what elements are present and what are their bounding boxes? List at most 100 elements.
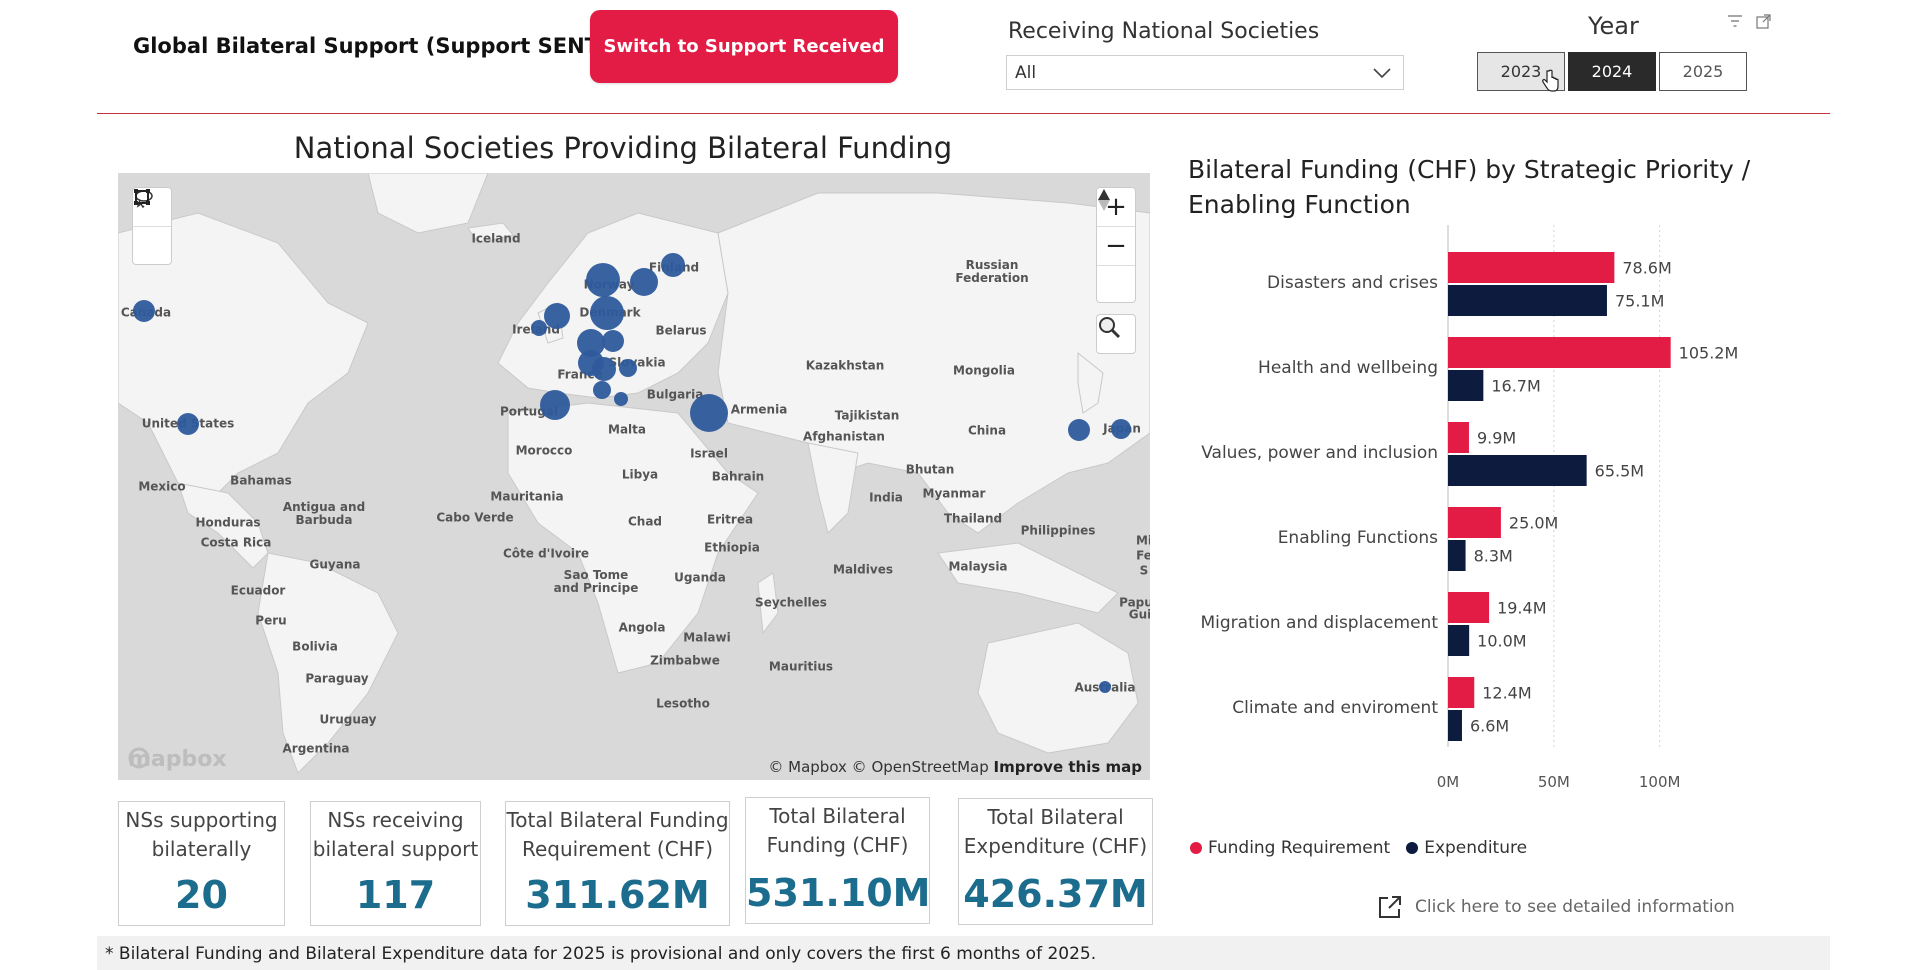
map-bubble-canada[interactable] [133, 300, 155, 322]
data-label: 25.0M [1509, 514, 1558, 533]
map-country-label: Philippines [1020, 523, 1096, 538]
map-bubble-korea[interactable] [1068, 419, 1090, 441]
compass-icon[interactable] [1097, 189, 1135, 304]
bar-expenditure[interactable] [1448, 625, 1470, 656]
zoom-out-icon[interactable]: − [1097, 227, 1135, 266]
map-country-label: Slovakia [608, 355, 666, 370]
map-bubble-sweden[interactable] [630, 268, 658, 296]
map-country-label: Morocco [515, 443, 573, 458]
bar-expenditure[interactable] [1448, 370, 1484, 401]
category-label: Climate and enviroment [1232, 698, 1438, 718]
category-label: Migration and displacement [1200, 613, 1438, 633]
year-button-2025[interactable]: 2025 [1659, 52, 1747, 91]
data-label: 65.5M [1595, 462, 1644, 481]
map-country-label: Papua [1119, 595, 1150, 610]
map-bubble-france[interactable] [593, 381, 611, 399]
zoom-in-icon[interactable]: + [1097, 188, 1135, 227]
year-button-2024[interactable]: 2024 [1568, 52, 1656, 91]
legend-label-funding[interactable]: Funding Requirement [1208, 838, 1391, 858]
map-bubble-italy[interactable] [614, 392, 628, 406]
data-label: 78.6M [1622, 259, 1671, 278]
data-label: 19.4M [1497, 599, 1546, 618]
map-bubble-united-states[interactable] [177, 413, 199, 435]
kpi-label: Total Bilateral Funding (CHF) [766, 804, 909, 857]
map-bubble-japan[interactable] [1111, 419, 1131, 439]
switch-support-received-button[interactable]: Switch to Support Received [590, 10, 898, 83]
chart-legend: Funding Requirement Expenditure [1190, 838, 1527, 858]
kpi-value: 117 [355, 873, 436, 917]
kpi-ns-receiving: NSs receiving bilateral support 117 [310, 801, 481, 926]
chevron-down-icon [1373, 68, 1391, 79]
legend-label-expenditure[interactable]: Expenditure [1424, 838, 1528, 858]
map-bubble-spain[interactable] [540, 390, 570, 420]
receiving-ns-dropdown[interactable]: All [1006, 55, 1404, 90]
rectangle-select-icon[interactable] [133, 189, 171, 265]
data-label: 8.3M [1474, 547, 1513, 566]
filter-icon[interactable] [1727, 14, 1743, 28]
bar-expenditure[interactable] [1448, 455, 1587, 486]
map-country-label: Peru [255, 613, 287, 628]
bar-expenditure[interactable] [1448, 285, 1607, 316]
map-bubble-uk[interactable] [544, 303, 570, 329]
detail-info-text: Click here to see detailed information [1415, 897, 1735, 917]
bar-funding[interactable] [1448, 337, 1671, 368]
map-country-label: Kazakhstan [805, 358, 885, 373]
map-country-label: Antigua and Barbuda [282, 500, 366, 527]
map-search-icon[interactable] [1097, 315, 1135, 353]
category-label: Health and wellbeing [1258, 358, 1438, 378]
header-divider [97, 113, 1830, 114]
legend-dot-expenditure [1406, 842, 1419, 854]
improve-map-link[interactable]: Improve this map [993, 758, 1142, 776]
map-country-label: Russian Federation [955, 258, 1029, 285]
map-bubble-turkey[interactable] [690, 394, 728, 432]
bar-expenditure[interactable] [1448, 540, 1466, 571]
strategic-priority-bar-chart: 0M 50M 100M Disasters and crises 78.6M 75.1M H… [1200, 225, 1738, 791]
map-country-label: Mi [1135, 533, 1150, 548]
map-country-label: Belarus [655, 323, 707, 338]
bar-funding[interactable] [1448, 252, 1615, 283]
data-label: 75.1M [1615, 292, 1664, 311]
map-country-label: Malta [608, 422, 646, 437]
map-country-label: Argentina [282, 741, 350, 756]
hand-cursor-icon [1542, 69, 1559, 92]
bar-funding[interactable] [1448, 592, 1490, 623]
kpi-expenditure: Total Bilateral Expenditure (CHF) 426.37… [958, 798, 1153, 925]
map-select-tools [132, 187, 172, 265]
map-country-label: China [967, 423, 1007, 438]
category-label: Values, power and inclusion [1201, 443, 1438, 463]
detail-info-link[interactable]: Click here to see detailed information [1377, 894, 1735, 920]
map-bubble-australia[interactable] [1099, 681, 1111, 693]
bar-funding[interactable] [1448, 422, 1469, 453]
map-attribution: © Mapbox © OpenStreetMap Improve this ma… [768, 758, 1142, 776]
map-bubble-ireland[interactable] [531, 320, 547, 336]
map-bubble-germany[interactable] [602, 330, 624, 352]
map-bubble-switzerland[interactable] [592, 357, 616, 381]
map-country-label: Bahamas [230, 473, 292, 488]
bar-funding[interactable] [1448, 507, 1501, 538]
map-country-label: Cabo Verde [436, 510, 514, 525]
data-label: 9.9M [1477, 429, 1516, 448]
bar-funding[interactable] [1448, 677, 1475, 708]
map-country-label: Malaysia [948, 559, 1008, 574]
bar-expenditure[interactable] [1448, 710, 1462, 741]
map-country-label: Eritrea [706, 512, 754, 527]
kpi-ns-supporting: NSs supporting bilaterally 20 [118, 801, 285, 926]
year-button-2023[interactable]: 2023 [1477, 52, 1565, 91]
focus-mode-icon[interactable] [1756, 14, 1771, 29]
map-country-label: Malawi [683, 630, 731, 645]
map-country-label: Mauritania [490, 489, 564, 504]
data-label: 16.7M [1491, 377, 1540, 396]
map-country-label: Mexico [138, 479, 186, 494]
bilateral-funding-map[interactable]: IcelandNorwayFinlandRussianFederationCan… [118, 173, 1150, 780]
receiving-ns-label: Receiving National Societies [1008, 19, 1320, 44]
map-country-label: Mongolia [953, 363, 1015, 378]
kpi-label: Total Bilateral Funding Requirement (CHF… [506, 808, 729, 861]
map-country-label: Armenia [730, 402, 788, 417]
map-bubble-norway[interactable] [586, 263, 620, 297]
map-bubble-denmark[interactable] [590, 296, 624, 330]
map-bubble-austria[interactable] [619, 359, 637, 377]
map-bubble-finland[interactable] [661, 253, 685, 277]
kpi-label: Total Bilateral Expenditure (CHF) [963, 805, 1148, 858]
kpi-value: 531.10M [746, 871, 931, 915]
map-country-label: Angola [618, 620, 666, 635]
